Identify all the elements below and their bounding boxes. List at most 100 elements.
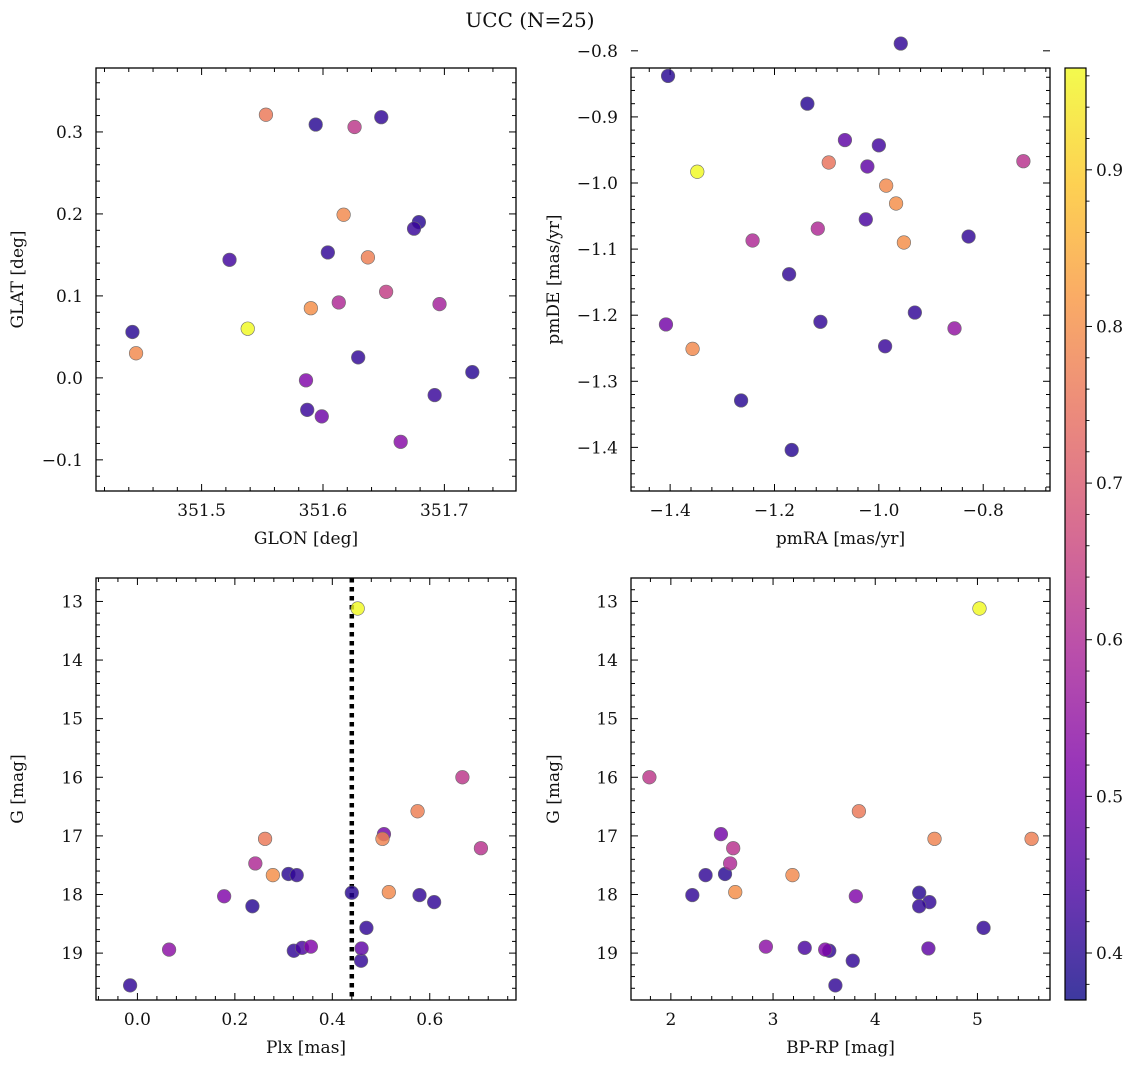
y-tick-label: 0.3 — [56, 123, 83, 143]
x-tick-label: 0.0 — [124, 1010, 151, 1030]
scatter-point — [972, 601, 987, 616]
scatter-point — [381, 885, 396, 900]
scatter-point — [845, 953, 860, 968]
x-tick-label: 5 — [972, 1010, 983, 1030]
tick-marks — [631, 50, 1050, 491]
scatter-point — [344, 885, 359, 900]
scatter-point — [837, 132, 853, 148]
scatter-point — [473, 841, 489, 856]
y-tick-label: 13 — [596, 592, 618, 612]
scatter-point — [427, 895, 442, 910]
scatter-point — [1016, 154, 1031, 169]
scatter-point — [379, 284, 394, 299]
y-tick-label: −1.3 — [577, 372, 618, 392]
colorbar-tick-label: 0.7 — [1096, 474, 1123, 494]
y-tick-label: 19 — [61, 944, 83, 964]
scatter-point — [359, 920, 374, 936]
scatter-point — [354, 941, 369, 956]
scatter-point — [660, 68, 676, 84]
colorbar-tick-label: 0.6 — [1096, 631, 1123, 651]
y-axis-label: GLAT [deg] — [8, 230, 28, 328]
scatter-point — [222, 252, 237, 267]
colorbar: 0.4 0.5 0.6 0.7 0.8 0.9 — [1064, 67, 1123, 1001]
scatter-point — [123, 978, 138, 993]
scatter-point — [921, 941, 936, 956]
scatter-point — [733, 393, 749, 408]
y-tick-label: 16 — [61, 768, 83, 788]
scatter-point — [912, 885, 927, 900]
scatter-point — [427, 387, 442, 403]
x-tick-label: 351.5 — [177, 501, 226, 521]
y-tick-label: −1.4 — [577, 438, 618, 458]
y-tick-label: 13 — [61, 592, 83, 612]
scatter-point — [258, 107, 274, 122]
y-tick-label: 18 — [61, 886, 83, 906]
scatter-point — [713, 827, 729, 842]
plot-frame — [630, 577, 1051, 1001]
scatter-point — [800, 96, 815, 111]
scatter-point — [860, 159, 875, 174]
scatter-point — [976, 920, 991, 936]
scatter-points — [658, 36, 1031, 458]
scatter-point — [347, 119, 362, 135]
colorbar-ticks: 0.4 0.5 0.6 0.7 0.8 0.9 — [1086, 75, 1123, 985]
y-tick-label: 18 — [596, 886, 618, 906]
x-tick-label: 351.6 — [299, 501, 348, 521]
y-tick-label: −0.9 — [577, 108, 618, 128]
scatter-point — [848, 889, 863, 904]
scatter-point — [893, 36, 908, 51]
x-tick-label: 0.4 — [319, 1010, 346, 1030]
scatter-point — [821, 155, 836, 170]
y-tick-label: 15 — [61, 710, 83, 730]
panel-bprp-g: 2 3 4 5 13 14 15 16 17 18 19 BP-RP [mag] G [mag] — [544, 577, 1051, 1058]
figure-title: UCC (N=25) — [465, 8, 594, 32]
scatter-point — [320, 245, 335, 260]
panel-pmra-pmde: −1.4 −1.2 −1.0 −0.8 −1.4 −1.3 −1.2 −1.1 −1.0 −0.9… — [544, 36, 1051, 549]
scatter-point — [828, 978, 843, 993]
colorbar-tick-label: 0.5 — [1096, 787, 1123, 807]
scatter-point — [308, 117, 323, 132]
scatter-point — [465, 365, 480, 380]
scatter-point — [314, 409, 329, 424]
scatter-point — [125, 324, 140, 340]
x-tick-label: −0.8 — [963, 501, 1004, 521]
y-tick-label: 15 — [596, 710, 618, 730]
scatter-point — [353, 953, 369, 968]
y-tick-label: −0.8 — [577, 42, 618, 62]
scatter-point — [351, 350, 366, 365]
y-tick-label: 17 — [61, 827, 83, 847]
scatter-point — [728, 885, 743, 900]
scatter-point — [217, 889, 232, 904]
scatter-point — [782, 267, 797, 282]
panel-glon-glat: 351.5 351.6 351.7 −0.1 0.0 0.1 0.2 0.3 GLON [deg… — [8, 67, 517, 549]
scatter-point — [947, 321, 962, 336]
scatter-point — [685, 887, 700, 903]
scatter-point — [851, 804, 866, 819]
scatter-point — [336, 207, 351, 222]
tick-marks — [96, 68, 516, 491]
scatter-point — [432, 296, 447, 312]
scatter-points — [125, 107, 480, 449]
x-tick-label: 2 — [665, 1010, 676, 1030]
x-tick-label: −1.2 — [754, 501, 795, 521]
scatter-point — [726, 841, 741, 856]
scatter-point — [888, 196, 904, 211]
y-axis-label: pmDE [mas/yr] — [544, 214, 564, 344]
x-tick-label: 0.6 — [416, 1010, 443, 1030]
x-axis-label: pmRA [mas/yr] — [776, 529, 905, 549]
y-tick-label: 14 — [61, 651, 83, 671]
scatter-point — [248, 856, 263, 871]
scatter-point — [1024, 831, 1039, 846]
scatter-point — [813, 314, 828, 329]
x-axis-label: BP-RP [mag] — [786, 1038, 895, 1058]
scatter-point — [303, 301, 318, 316]
scatter-point — [818, 942, 833, 957]
y-tick-label: 14 — [596, 651, 618, 671]
y-tick-label: 17 — [596, 827, 618, 847]
plot-frame — [630, 67, 1051, 492]
scatter-point — [871, 138, 886, 153]
scatter-point — [758, 939, 773, 954]
colorbar-gradient — [1064, 67, 1087, 1001]
x-tick-label: 4 — [870, 1010, 881, 1030]
scatter-point — [245, 899, 260, 914]
